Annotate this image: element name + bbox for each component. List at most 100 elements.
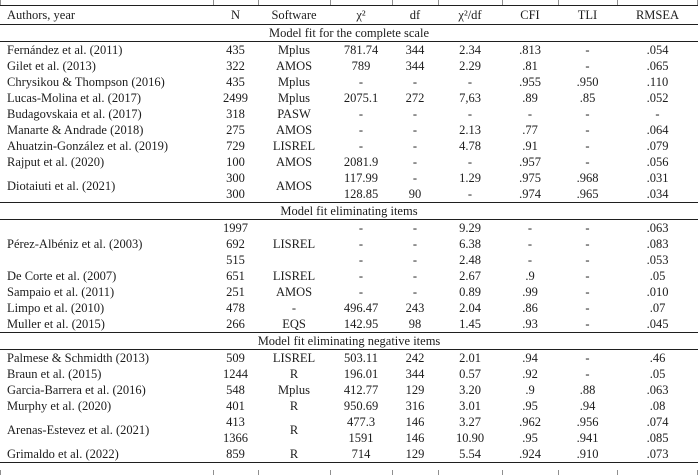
cell-chi2: 496.47 — [343, 300, 379, 315]
software-cell: AMOS — [275, 178, 313, 193]
column-boundary-tick — [330, 470, 331, 475]
author-cell: Manarte & Andrade (2018) — [7, 122, 144, 137]
cell-rmsea: .031 — [646, 170, 669, 185]
cell-chi2: - — [358, 220, 364, 235]
column-tick-marks-bottom — [0, 470, 698, 475]
cell-chi2: - — [358, 74, 364, 89]
software-cell: Mplus — [278, 382, 310, 397]
software-cell: EQS — [282, 316, 306, 331]
cell-tli: .965 — [576, 186, 599, 201]
cell-tli: - — [585, 106, 590, 121]
cell-df: - — [412, 74, 418, 89]
section-header-row: Model fit for the complete scale — [0, 24, 698, 42]
software-cell: AMOS — [275, 154, 313, 169]
cell-chi2: - — [358, 236, 364, 251]
cell-chi2: 1591 — [348, 430, 374, 445]
cell-chi2: 142.95 — [343, 316, 379, 331]
cell-n: 322 — [226, 58, 245, 73]
table-row: 692 - - 6.38 - - .083 — [0, 236, 698, 252]
cell-chi2: 412.77 — [343, 382, 379, 397]
cell-rmsea: .034 — [646, 186, 669, 201]
table-row: 515 - - 2.48 - - .053 — [0, 252, 698, 268]
cell-cfi: - — [527, 236, 533, 251]
cell-tli: - — [585, 350, 590, 365]
cell-rmsea: - — [655, 106, 660, 121]
cell-rmsea: .056 — [646, 154, 669, 169]
software-cell: PASW — [277, 106, 311, 121]
software-cell: AMOS — [275, 58, 313, 73]
cell-tli: .94 — [579, 398, 596, 413]
author-cell: Diotaiuti et al. (2021) — [7, 178, 116, 193]
software-cell: AMOS — [275, 284, 313, 299]
cell-df: 98 — [408, 316, 422, 331]
cell-tli: - — [585, 122, 590, 137]
cell-tli: - — [585, 220, 590, 235]
cell-chi2: 117.99 — [344, 170, 378, 185]
cell-chi2: 196.01 — [343, 366, 379, 381]
table-row: Braun et al. (2015) 1244 R 196.01 344 0.57 .92… — [0, 366, 698, 382]
cell-ratio: 2.01 — [459, 350, 481, 365]
cell-df: - — [412, 106, 418, 121]
cell-ratio: 2.29 — [459, 58, 481, 73]
cell-ratio: 3.01 — [459, 398, 481, 413]
cell-chi2: - — [358, 252, 364, 267]
cell-ratio: 2.67 — [459, 268, 481, 283]
cell-n: 251 — [226, 284, 245, 299]
column-header-authors: Authors, year — [0, 5, 213, 25]
cell-ratio: 10.90 — [455, 430, 485, 445]
cell-tli: .85 — [579, 90, 596, 105]
table-row: Fernández et al. (2011) 435 Mplus 781.74 344… — [0, 42, 698, 59]
cell-cfi: .91 — [522, 138, 538, 153]
cell-ratio: 3.20 — [459, 382, 481, 397]
column-header-n: N — [213, 5, 258, 25]
cell-n: 729 — [226, 138, 245, 153]
cell-tli: .950 — [576, 74, 599, 89]
table-row: 300 128.85 90 - .974 .965 .034 — [0, 186, 698, 203]
cell-cfi: .957 — [519, 154, 541, 169]
table-row: Diotaiuti et al. (2021) 300 AMOS 117.99 - 1.2… — [0, 170, 698, 193]
cell-rmsea: .07 — [649, 300, 666, 315]
software-cell: LISREL — [272, 138, 316, 153]
cell-df: 344 — [405, 366, 425, 381]
cell-chi2: - — [358, 268, 364, 283]
cell-cfi: .962 — [519, 414, 541, 429]
software-cell: Mplus — [278, 74, 310, 89]
cell-rmsea: .110 — [646, 74, 669, 89]
cell-df: 129 — [405, 382, 425, 397]
cell-cfi: - — [527, 220, 533, 235]
cell-rmsea: .079 — [646, 138, 669, 153]
cell-cfi: .77 — [522, 122, 538, 137]
cell-tli: - — [585, 236, 590, 251]
cell-chi2: - — [358, 106, 364, 121]
section-header-row: Model fit eliminating negative items — [0, 332, 698, 350]
cell-tli: - — [585, 154, 590, 169]
cell-rmsea: .074 — [646, 414, 669, 429]
cell-df: 146 — [405, 414, 425, 429]
cell-df: - — [412, 220, 418, 235]
cell-cfi: .813 — [519, 42, 541, 57]
cell-tli: - — [585, 284, 590, 299]
author-cell: Budagovskaia et al. (2017) — [7, 106, 142, 121]
cell-n: 435 — [226, 42, 245, 57]
table-row: Murphy et al. (2020) 401 R 950.69 316 3.01 .95… — [0, 398, 698, 414]
cell-rmsea: .045 — [646, 316, 669, 331]
cell-rmsea: .053 — [646, 252, 669, 267]
cell-ratio: 2.48 — [459, 252, 481, 267]
cell-chi2: 789 — [351, 58, 371, 73]
cell-n: 478 — [226, 300, 245, 315]
cell-ratio: 2.04 — [459, 300, 481, 315]
author-cell: Garcia-Barrera et al. (2016) — [7, 382, 146, 397]
author-cell: Murphy et al. (2020) — [7, 398, 112, 413]
column-header-df: df — [392, 5, 438, 25]
cell-df: - — [412, 154, 418, 169]
cell-df: 344 — [405, 42, 425, 57]
author-cell: Ahuatzin-González et al. (2019) — [7, 138, 169, 153]
column-boundary-tick — [617, 470, 618, 475]
software-cell: R — [289, 446, 299, 461]
table-row: Budagovskaia et al. (2017) 318 PASW - - - - - - — [0, 106, 698, 122]
cell-rmsea: .063 — [646, 382, 669, 397]
cell-chi2: 2081.9 — [343, 154, 379, 169]
cell-ratio: 0.57 — [459, 366, 481, 381]
column-boundary-tick — [258, 0, 259, 5]
table-row: De Corte et al. (2007) 651 LISREL - - 2.67 .9 -… — [0, 268, 698, 284]
